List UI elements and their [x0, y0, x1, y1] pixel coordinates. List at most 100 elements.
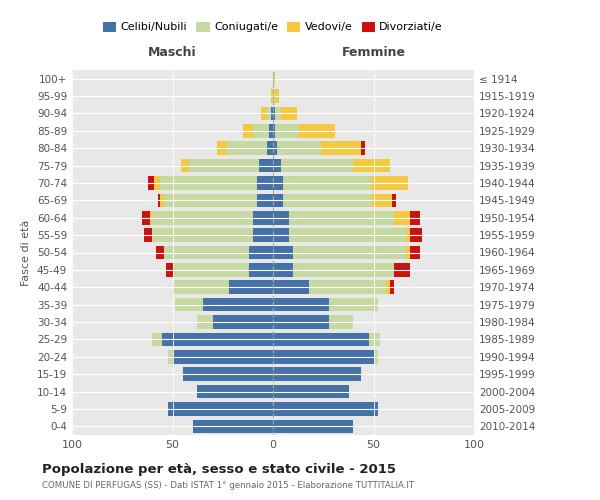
Bar	[373, 350, 377, 364]
Bar	[267, 106, 271, 120]
Bar	[229, 280, 273, 294]
Text: Maschi: Maschi	[148, 46, 197, 59]
Bar	[197, 315, 212, 329]
Bar	[151, 211, 152, 224]
Bar	[273, 368, 361, 381]
Bar	[173, 263, 249, 276]
Bar	[267, 142, 273, 155]
Bar	[166, 263, 173, 276]
Bar	[173, 350, 273, 364]
Bar	[271, 106, 273, 120]
Bar	[273, 298, 329, 312]
Text: Popolazione per età, sesso e stato civile - 2015: Popolazione per età, sesso e stato civil…	[42, 462, 396, 475]
Bar	[406, 246, 410, 260]
Bar	[371, 176, 407, 190]
Bar	[275, 124, 299, 138]
Bar	[259, 159, 273, 172]
Bar	[273, 385, 349, 398]
Bar	[257, 176, 273, 190]
Bar	[329, 315, 353, 329]
Bar	[217, 142, 227, 155]
Bar	[152, 211, 253, 224]
Bar	[361, 142, 365, 155]
Bar	[271, 90, 273, 103]
Bar	[197, 385, 273, 398]
Bar	[169, 402, 273, 415]
Bar	[253, 228, 273, 242]
Bar	[406, 228, 410, 242]
Bar	[392, 194, 395, 207]
Bar	[273, 176, 283, 190]
Bar	[175, 298, 203, 312]
Bar	[273, 246, 293, 260]
Bar	[371, 194, 392, 207]
Bar	[289, 228, 406, 242]
Bar	[370, 332, 380, 346]
Bar	[273, 350, 373, 364]
Bar	[410, 211, 420, 224]
Bar	[157, 246, 164, 260]
Bar	[273, 402, 377, 415]
Bar	[289, 211, 394, 224]
Bar	[181, 159, 188, 172]
Bar	[321, 142, 361, 155]
Bar	[169, 350, 173, 364]
Bar	[283, 194, 371, 207]
Bar	[299, 124, 335, 138]
Bar	[269, 124, 273, 138]
Bar	[188, 159, 259, 172]
Bar	[227, 142, 267, 155]
Bar	[273, 159, 281, 172]
Bar	[277, 142, 321, 155]
Bar	[273, 263, 293, 276]
Bar	[145, 228, 152, 242]
Bar	[309, 280, 386, 294]
Bar	[261, 106, 267, 120]
Text: COMUNE DI PERFUGAS (SS) - Dati ISTAT 1° gennaio 2015 - Elaborazione TUTTITALIA.I: COMUNE DI PERFUGAS (SS) - Dati ISTAT 1° …	[42, 481, 414, 490]
Bar	[386, 280, 389, 294]
Bar	[257, 194, 273, 207]
Bar	[275, 90, 279, 103]
Bar	[273, 332, 370, 346]
Bar	[273, 194, 283, 207]
Bar	[164, 246, 249, 260]
Bar	[283, 176, 371, 190]
Legend: Celibi/Nubili, Coniugati/e, Vedovi/e, Divorziati/e: Celibi/Nubili, Coniugati/e, Vedovi/e, Di…	[98, 17, 448, 37]
Bar	[394, 263, 410, 276]
Bar	[154, 176, 160, 190]
Bar	[249, 263, 273, 276]
Y-axis label: Fasce di età: Fasce di età	[22, 220, 31, 286]
Bar	[273, 315, 329, 329]
Bar	[389, 280, 394, 294]
Bar	[193, 420, 273, 433]
Bar	[163, 332, 273, 346]
Bar	[160, 176, 257, 190]
Bar	[212, 315, 273, 329]
Bar	[158, 194, 160, 207]
Bar	[243, 124, 253, 138]
Bar	[329, 298, 377, 312]
Bar	[273, 211, 289, 224]
Bar	[293, 246, 406, 260]
Bar	[281, 106, 297, 120]
Bar	[281, 159, 353, 172]
Bar	[253, 124, 269, 138]
Bar	[273, 420, 353, 433]
Bar	[273, 142, 277, 155]
Bar	[410, 228, 422, 242]
Bar	[249, 246, 273, 260]
Bar	[148, 176, 154, 190]
Text: Femmine: Femmine	[341, 46, 406, 59]
Bar	[160, 194, 164, 207]
Bar	[273, 90, 275, 103]
Bar	[142, 211, 151, 224]
Bar	[410, 246, 420, 260]
Bar	[164, 194, 257, 207]
Bar	[273, 106, 275, 120]
Bar	[273, 228, 289, 242]
Bar	[203, 298, 273, 312]
Bar	[394, 211, 410, 224]
Bar	[353, 159, 389, 172]
Bar	[152, 332, 163, 346]
Bar	[173, 280, 229, 294]
